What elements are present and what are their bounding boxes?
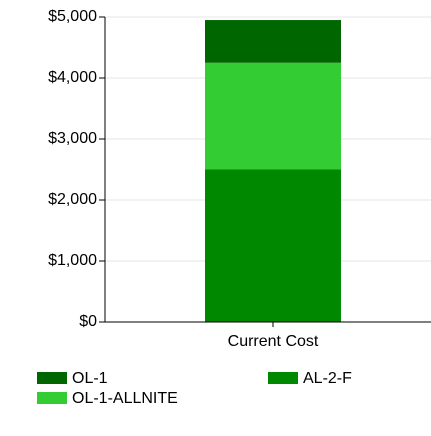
y-tick-label: $3,000: [48, 130, 97, 147]
legend-swatch: [37, 392, 67, 404]
y-tick-label: $2,000: [48, 191, 97, 208]
legend-swatch: [268, 372, 298, 384]
y-tick-label: $5,000: [48, 8, 97, 25]
legend-label: OL-1-ALLNITE: [72, 390, 178, 407]
y-tick-label: $1,000: [48, 252, 97, 269]
bar-segment: [205, 169, 341, 322]
legend-swatch: [37, 372, 67, 384]
y-tick-label: $4,000: [48, 69, 97, 86]
x-tick-label: Current Cost: [228, 333, 319, 350]
bar-segment: [205, 20, 341, 63]
legend-label: OL-1: [72, 370, 108, 387]
legend-label: AL-2-F: [303, 370, 352, 387]
bar-segment: [205, 62, 341, 170]
y-tick-label: $0: [79, 313, 97, 330]
